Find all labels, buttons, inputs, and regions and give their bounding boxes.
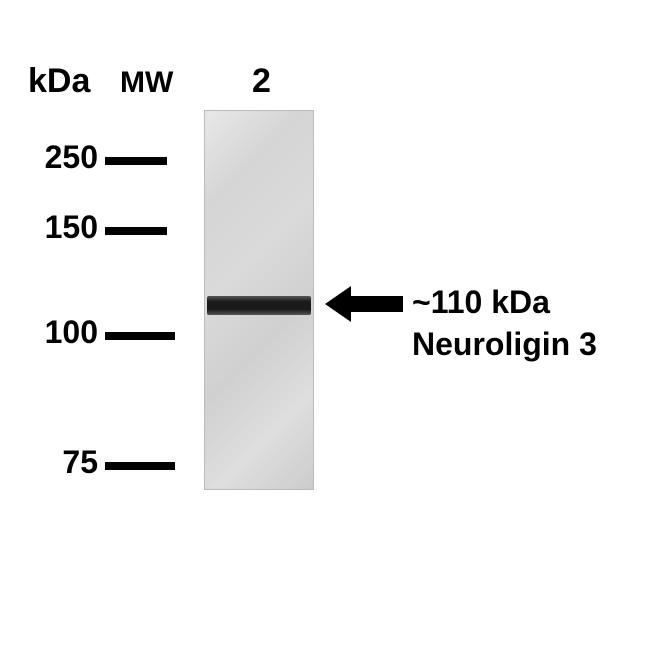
marker-250-tick [105, 157, 167, 165]
marker-100-tick [105, 332, 175, 340]
marker-75-label: 75 [50, 444, 98, 481]
marker-75-tick [105, 462, 175, 470]
arrow-shaft [351, 296, 403, 312]
mw-column-label: MW [120, 66, 173, 100]
band-annotation: ~110 kDa Neuroligin 3 [412, 282, 597, 365]
marker-150-label: 150 [34, 209, 98, 246]
annotation-protein: Neuroligin 3 [412, 324, 597, 366]
band-arrow [325, 286, 403, 322]
arrow-head-icon [325, 286, 351, 322]
marker-100-label: 100 [34, 314, 98, 351]
western-blot-figure: kDa MW 2 250 150 100 75 ~110 kDa Neuroli… [0, 0, 650, 650]
lane-label: 2 [252, 62, 271, 101]
marker-150-tick [105, 227, 167, 235]
marker-250-label: 250 [34, 139, 98, 176]
unit-label: kDa [28, 62, 90, 101]
protein-band [207, 296, 311, 315]
annotation-size: ~110 kDa [412, 282, 597, 324]
